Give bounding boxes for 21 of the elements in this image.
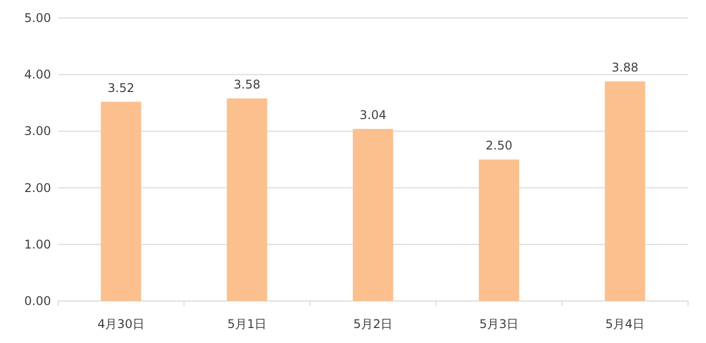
y-tick-label: 1.00 <box>24 237 51 252</box>
y-tick-label: 5.00 <box>24 11 51 25</box>
data-label: 3.04 <box>360 108 386 122</box>
x-tick-label: 4月30日 <box>98 317 144 331</box>
x-tick-label: 5月1日 <box>227 317 267 331</box>
data-label: 3.58 <box>234 77 260 92</box>
bar <box>478 160 520 301</box>
data-label: 3.52 <box>108 80 134 95</box>
x-tick-label: 5月2日 <box>353 317 393 331</box>
y-tick-label: 2.00 <box>24 180 51 195</box>
data-label: 3.88 <box>612 60 638 74</box>
y-tick-label: 3.00 <box>24 124 51 138</box>
bar <box>226 98 268 301</box>
bar <box>352 128 394 301</box>
y-tick-label: 4.00 <box>24 68 51 82</box>
y-tick-label: 0.00 <box>24 294 51 308</box>
bar <box>604 81 646 301</box>
x-tick-label: 5月3日 <box>479 317 519 331</box>
x-tick-label: 5月4日 <box>605 317 645 331</box>
data-label: 2.50 <box>486 138 512 152</box>
bar <box>100 102 142 301</box>
